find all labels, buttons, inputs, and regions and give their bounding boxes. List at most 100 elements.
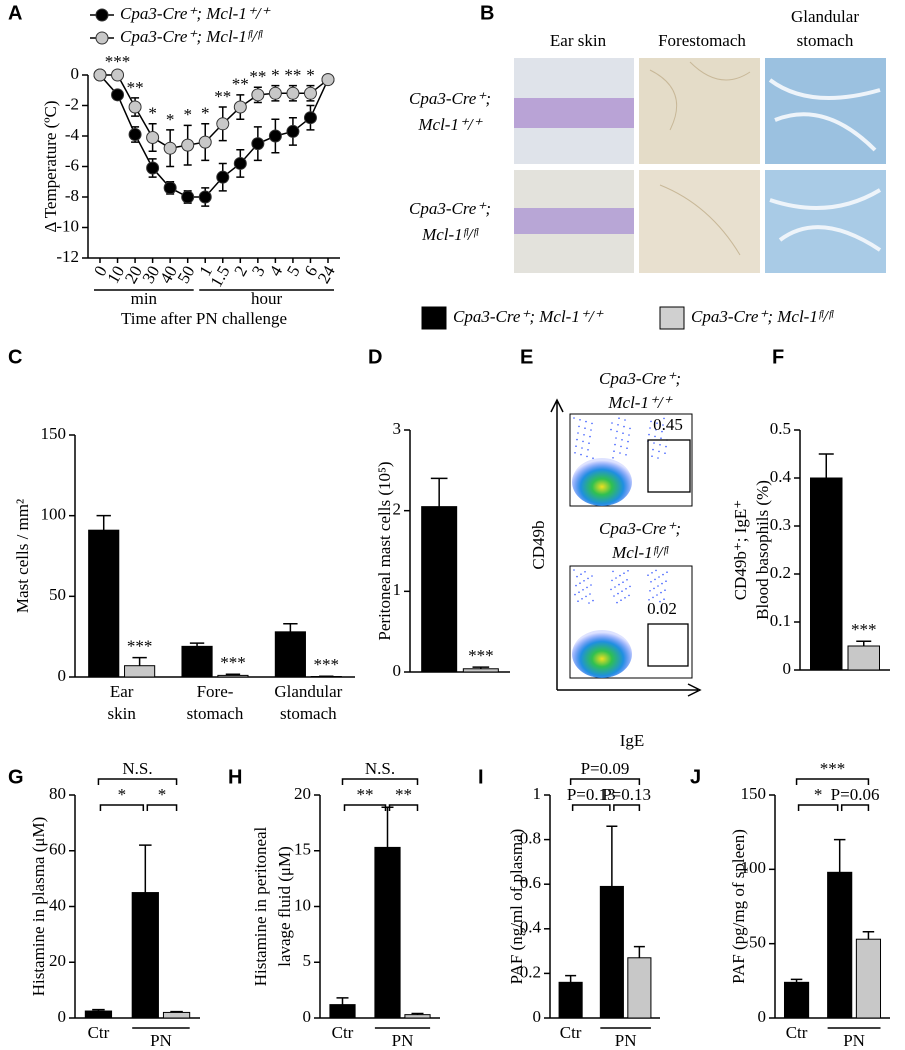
y-axis-label: PAF (ng/ml of plasma) xyxy=(507,829,526,985)
point xyxy=(128,100,142,114)
point xyxy=(181,190,195,204)
event-dot xyxy=(629,585,631,588)
x-tick-label: PN xyxy=(150,1031,172,1050)
x-group-label: min xyxy=(131,289,158,308)
y-tick-label: 0.8 xyxy=(520,829,541,848)
bar xyxy=(181,645,213,678)
event-dot xyxy=(651,455,653,458)
event-dot xyxy=(587,577,589,580)
y-axis-label: CD49b xyxy=(529,520,548,569)
panel-letter: H xyxy=(228,766,242,788)
panel-letter: D xyxy=(368,346,382,368)
error-bar xyxy=(565,974,577,983)
event-dot xyxy=(665,445,667,448)
significance: * xyxy=(158,785,167,804)
x-tick-label: 24 xyxy=(314,262,339,287)
event-dot xyxy=(617,592,619,595)
plot-title: Mcl-1ᶠˡ/ᶠˡ xyxy=(611,543,669,562)
event-dot xyxy=(578,591,580,593)
significance: ** xyxy=(214,87,231,106)
point xyxy=(146,131,160,145)
event-dot xyxy=(579,419,581,421)
event-dot xyxy=(658,450,660,453)
point xyxy=(181,138,195,152)
error-bar xyxy=(96,514,111,531)
plot-title: Cpa3-Cre⁺; xyxy=(599,369,681,388)
significance: P=0.13 xyxy=(602,785,651,804)
error-bar xyxy=(92,1008,105,1012)
y-tick-label: 0 xyxy=(58,666,67,685)
significance: * xyxy=(118,785,127,804)
event-dot xyxy=(625,454,627,456)
y-arrow xyxy=(550,398,564,690)
error-bar xyxy=(132,656,147,666)
event-dot xyxy=(584,571,586,573)
x-tick-label: Ctr xyxy=(786,1023,808,1042)
event-dot xyxy=(589,435,591,438)
event-dot xyxy=(575,584,577,587)
event-dot xyxy=(577,432,579,434)
error-bar xyxy=(856,640,872,646)
panel-letter: B xyxy=(480,2,494,24)
point xyxy=(251,88,265,102)
bar xyxy=(847,645,880,671)
event-dot xyxy=(587,449,589,451)
significance: ** xyxy=(395,785,412,804)
y-tick-label: 150 xyxy=(741,784,767,803)
micrograph xyxy=(639,170,760,273)
x-tick-label: stomach xyxy=(280,704,337,723)
y-tick-label: 0 xyxy=(71,64,80,83)
significance: *** xyxy=(314,655,340,674)
point xyxy=(93,68,107,82)
y-tick-label: 1 xyxy=(533,784,542,803)
y-tick-label: 0 xyxy=(533,1007,542,1026)
density xyxy=(572,630,632,678)
legend-marker xyxy=(95,8,109,22)
micrograph-layer xyxy=(514,98,634,128)
event-dot xyxy=(627,440,629,443)
event-dot xyxy=(648,433,650,436)
event-dot xyxy=(620,445,622,448)
column-header: Glandular xyxy=(791,7,859,26)
event-dot xyxy=(574,593,576,596)
micrograph xyxy=(765,58,886,164)
point xyxy=(268,129,282,143)
significance: *** xyxy=(820,759,846,778)
event-dot xyxy=(660,591,662,594)
gate xyxy=(647,439,691,493)
event-dot xyxy=(655,429,657,431)
event-dot xyxy=(592,599,594,602)
significance: *** xyxy=(851,620,877,639)
event-dot xyxy=(666,571,668,573)
panel-letter: G xyxy=(8,766,24,788)
event-dot xyxy=(657,457,659,459)
event-dot xyxy=(622,432,624,435)
event-dot xyxy=(652,448,654,451)
y-tick-label: 10 xyxy=(294,895,311,914)
significance: * xyxy=(148,104,157,123)
event-dot xyxy=(655,569,657,572)
event-dot xyxy=(663,417,665,420)
event-dot xyxy=(650,581,652,583)
event-dot xyxy=(621,439,623,441)
significance: *** xyxy=(468,646,494,665)
panel-b: B Ear skin Forestomach Glandular stomach… xyxy=(409,2,886,273)
y-tick-label: 100 xyxy=(41,505,67,524)
event-dot xyxy=(616,601,618,604)
event-dot xyxy=(588,442,590,445)
y-tick-label: 5 xyxy=(303,951,312,970)
point xyxy=(303,111,317,125)
point xyxy=(163,141,177,155)
bar xyxy=(124,665,156,678)
event-dot xyxy=(585,420,587,423)
y-tick-label: 0.4 xyxy=(520,918,542,937)
y-axis-label: PAF (pg/mg of spleen) xyxy=(729,829,748,984)
legend-swatch xyxy=(659,306,685,330)
event-dot xyxy=(622,581,624,583)
error-bar xyxy=(633,945,645,958)
bar xyxy=(88,529,120,678)
micrograph xyxy=(765,170,886,273)
point xyxy=(111,68,125,82)
significance: *** xyxy=(127,637,153,656)
y-tick-label: 0 xyxy=(783,659,792,678)
